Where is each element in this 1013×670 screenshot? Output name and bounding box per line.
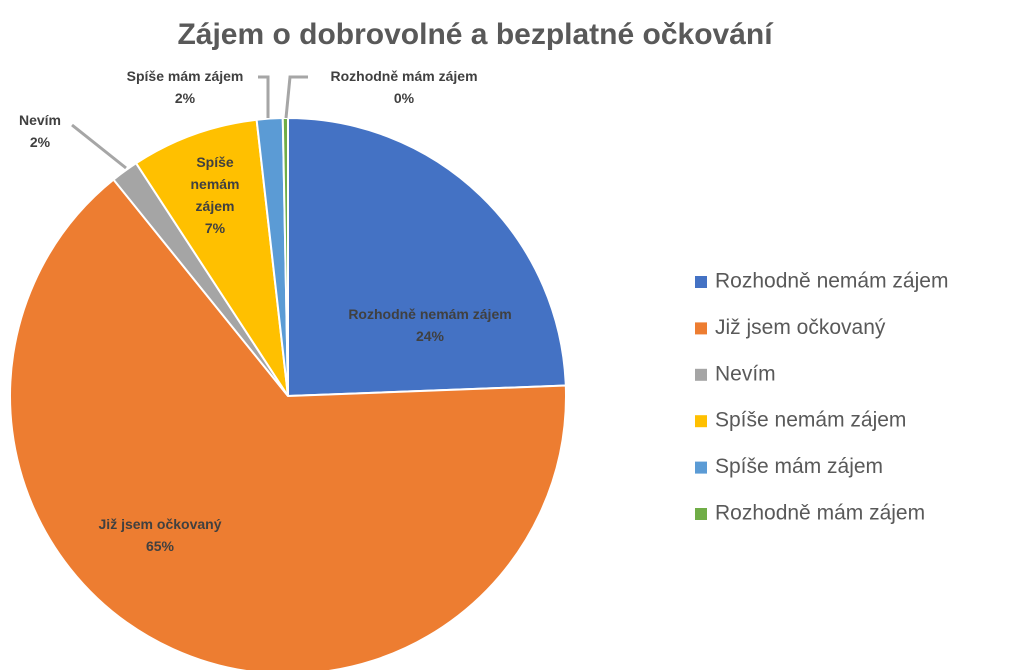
data-label-category: Nevím — [18, 112, 62, 128]
data-label-category: Již jsem očkovaný — [98, 516, 222, 532]
leader-line — [258, 75, 270, 118]
legend-swatch — [695, 276, 707, 288]
data-label-category: Spíše mám zájem — [126, 68, 244, 84]
data-label: Nevím 2% — [19, 109, 61, 153]
data-label: Již jsem očkovaný 65% — [99, 513, 222, 557]
legend-swatch — [695, 322, 707, 335]
chart-title: Zájem o dobrovolné a bezplatné očkování — [177, 18, 774, 51]
data-label-value: 7% — [204, 220, 226, 236]
legend-label: Rozhodně mám zájem — [715, 502, 925, 525]
pie-slice — [134, 118, 289, 397]
legend-swatch — [695, 368, 707, 381]
data-label-value: 24% — [415, 328, 445, 344]
legend-label: Spíše mám zájem — [715, 455, 883, 478]
data-label-category: Rozhodně mám zájem — [330, 68, 478, 84]
data-label-category: Spíše nemám zájem — [190, 154, 240, 214]
pie-slice — [287, 116, 567, 398]
legend-swatch — [695, 461, 707, 474]
data-label: Spíše mám zájem 2% — [127, 65, 244, 109]
data-label-value: 2% — [29, 134, 51, 150]
legend-label: Nevím — [715, 362, 776, 385]
data-label-value: 65% — [145, 538, 175, 554]
data-label-value: 0% — [393, 90, 415, 106]
leader-line — [284, 75, 308, 119]
legend-swatch — [695, 415, 707, 428]
leader-line — [71, 123, 127, 170]
legend-swatch — [695, 508, 707, 520]
data-label-category: Rozhodně nemám zájem — [348, 306, 512, 322]
pie-slice — [281, 116, 289, 397]
data-label-value: 2% — [174, 90, 196, 106]
legend-label: Již jsem očkovaný — [715, 316, 886, 339]
legend-label: Rozhodně nemám zájem — [715, 270, 948, 293]
data-label: Rozhodně mám zájem 0% — [330, 65, 477, 109]
pie-slice — [9, 178, 567, 670]
data-label: Rozhodně nemám zájem 24% — [348, 303, 511, 347]
data-label: Spíše nemám zájem 7% — [185, 151, 245, 239]
legend-label: Spíše nemám zájem — [715, 409, 906, 432]
